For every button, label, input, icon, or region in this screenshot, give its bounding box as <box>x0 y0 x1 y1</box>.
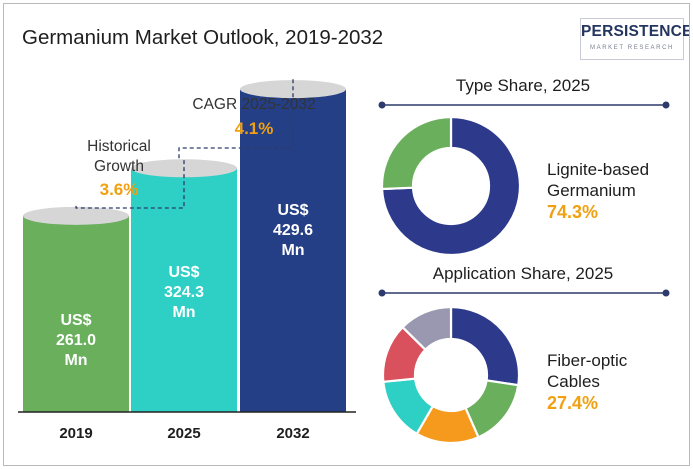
application-highlight-label: Fiber-optic Cables <box>547 351 628 391</box>
application-share-slice-1 <box>449 305 521 387</box>
bar-chart <box>23 80 346 412</box>
logo-name: PERSISTENCE <box>581 23 690 40</box>
cagr-label: CAGR 2025-2032 <box>192 96 316 113</box>
chart-canvas <box>18 79 670 445</box>
type-title-rule-dot-right <box>662 101 670 109</box>
type-highlight-label: Lignite-based Germanium <box>547 160 650 200</box>
bar-value-label-2019: US$ 261.0 Mn <box>55 312 97 369</box>
growth-connectors <box>75 79 294 209</box>
logo-tagline: MARKET RESEARCH <box>590 45 674 51</box>
application-title-rule-dot-right <box>662 289 670 297</box>
type-share-slice-1 <box>380 115 522 257</box>
type-title-rule-dot-left <box>378 101 386 109</box>
application-share-title: Application Share, 2025 <box>432 264 614 283</box>
bar-2025 <box>131 168 237 412</box>
type-share-donut <box>380 115 522 257</box>
bar-value-label-2032: US$ 429.6 Mn <box>272 202 314 259</box>
bar-top-cap-2019 <box>23 206 129 225</box>
infographic-frame: Germanium Market Outlook, 2019-2032 PERS… <box>3 3 690 466</box>
historical-growth-connector <box>75 158 185 209</box>
application-share-slice-6 <box>401 305 453 352</box>
company-logo: PERSISTENCE MARKET RESEARCH <box>580 18 690 60</box>
historical-growth-value: 3.6% <box>99 180 139 199</box>
type-share-title: Type Share, 2025 <box>455 76 591 95</box>
historical-growth-label: Historical Growth <box>87 138 151 175</box>
bar-value-label-2025: US$ 324.3 Mn <box>163 264 205 321</box>
application-highlight-value: 27.4% <box>547 393 599 413</box>
x-tick-label-2019: 2019 <box>59 425 93 442</box>
type-highlight-value: 74.3% <box>547 202 599 222</box>
cagr-value: 4.1% <box>234 119 274 138</box>
application-share-donut <box>381 305 521 445</box>
x-tick-label-2025: 2025 <box>167 425 201 442</box>
bar-2019 <box>23 215 129 412</box>
x-tick-label-2032: 2032 <box>276 425 310 442</box>
type-share-slice-2 <box>380 115 453 191</box>
page-title: Germanium Market Outlook, 2019-2032 <box>22 26 384 49</box>
application-title-rule-dot-left <box>378 289 386 297</box>
